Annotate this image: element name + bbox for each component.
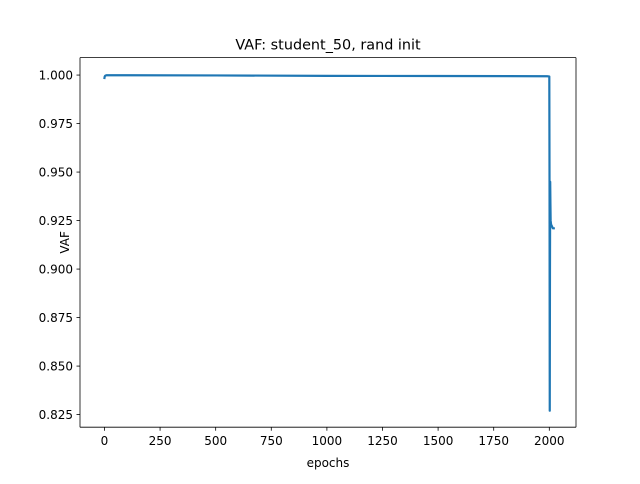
x-tick-label: 2000 <box>534 434 565 448</box>
y-tick-label: 0.850 <box>39 359 73 373</box>
x-tick-label: 1750 <box>478 434 509 448</box>
x-tick-label: 250 <box>149 434 172 448</box>
x-tick-label: 500 <box>204 434 227 448</box>
vaf-series-line <box>103 74 555 412</box>
plot-area <box>80 57 576 428</box>
series-layer <box>103 74 555 412</box>
x-axis-ticks: 0 250 500 750 1000 1250 1500 1750 2000 <box>101 427 565 448</box>
y-tick-label: 0.900 <box>39 262 73 276</box>
x-tick-label: 750 <box>260 434 283 448</box>
y-axis-ticks: 0.825 0.850 0.875 0.900 0.925 0.950 0.975 1.000 <box>39 68 80 422</box>
y-tick-label: 0.975 <box>39 117 73 131</box>
x-axis-label: epochs <box>307 456 350 470</box>
x-tick-label: 1250 <box>367 434 398 448</box>
x-tick-label: 1500 <box>423 434 454 448</box>
y-tick-label: 0.925 <box>39 214 73 228</box>
chart-title: VAF: student_50, rand init <box>235 38 421 54</box>
y-axis-label: VAF <box>58 231 72 254</box>
y-tick-label: 1.000 <box>39 68 73 82</box>
y-tick-label: 0.875 <box>39 311 73 325</box>
x-tick-label: 0 <box>101 434 109 448</box>
y-tick-label: 0.950 <box>39 165 73 179</box>
x-tick-label: 1000 <box>312 434 343 448</box>
y-tick-label: 0.825 <box>39 408 73 422</box>
